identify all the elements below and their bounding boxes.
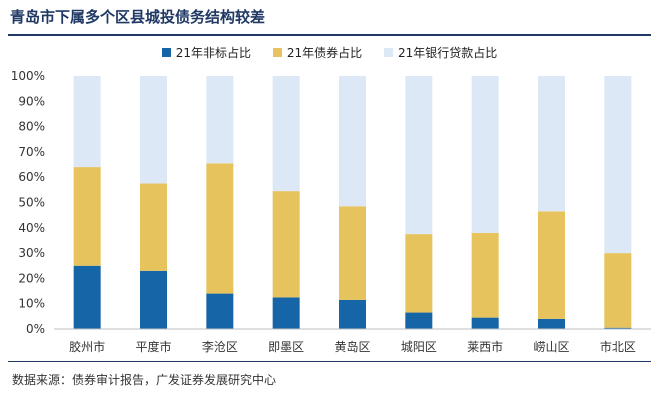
bar-segment-nonstandard	[471, 317, 499, 329]
x-tick-label: 莱西市	[467, 339, 503, 354]
bar-segment-bank-loans	[206, 76, 234, 164]
y-tick-label: 10%	[18, 297, 45, 311]
legend-swatch-bonds	[272, 48, 282, 57]
legend-swatch-bank-loans	[383, 48, 393, 57]
bar-segment-bonds	[538, 211, 565, 319]
bar-segment-nonstandard	[405, 312, 433, 329]
bar-segment-bank-loans	[339, 76, 366, 207]
y-tick-label: 100%	[11, 69, 45, 83]
bar-segment-nonstandard	[272, 297, 300, 329]
y-tick-label: 60%	[18, 170, 45, 184]
bar-segment-bonds	[73, 167, 101, 266]
legend-label-bank-loans: 21年银行贷款占比	[397, 46, 498, 60]
legend-swatch-nonstandard	[161, 48, 171, 57]
y-tick-label: 90%	[18, 94, 45, 108]
x-tick-label: 平度市	[135, 339, 171, 354]
bar-segment-bank-loans	[538, 76, 565, 212]
bar-segment-nonstandard	[73, 265, 101, 329]
bar-segment-bank-loans	[604, 76, 632, 254]
source-divider	[8, 361, 651, 362]
x-tick-label: 城阳区	[401, 340, 437, 354]
x-tick-label: 市北区	[600, 339, 636, 354]
y-tick-label: 70%	[18, 145, 45, 159]
y-tick-label: 40%	[18, 221, 45, 235]
x-tick-label: 黄岛区	[334, 339, 370, 354]
bar-segment-nonstandard	[538, 318, 565, 329]
y-tick-label: 20%	[18, 271, 45, 285]
bar-segment-bank-loans	[272, 76, 300, 192]
bar-segment-bonds	[604, 253, 632, 328]
source-note: 数据来源：债券审计报告，广发证券发展研究中心	[12, 373, 277, 387]
chart-title: 青岛市下属多个区县城投债务结构较差	[10, 8, 266, 26]
bar-segment-bonds	[471, 232, 499, 318]
y-tick-label: 0%	[26, 322, 45, 336]
bar-segment-nonstandard	[140, 270, 167, 329]
legend-item-bank-loans: 21年银行贷款占比	[383, 44, 498, 61]
x-tick-label: 胶州市	[69, 339, 105, 354]
bar-segment-bank-loans	[140, 76, 167, 184]
bar-segment-bonds	[272, 191, 300, 298]
bar-segment-bonds	[140, 183, 167, 271]
legend-label-nonstandard: 21年非标占比	[175, 46, 252, 60]
y-tick-label: 30%	[18, 246, 45, 260]
legend-item-nonstandard: 21年非标占比	[161, 44, 252, 61]
bar-segment-bank-loans	[471, 76, 499, 233]
bar-segment-nonstandard	[339, 299, 366, 329]
bar-segment-bonds	[339, 206, 366, 300]
bar-segment-bonds	[405, 234, 433, 313]
bar-segment-bank-loans	[73, 76, 101, 168]
bar-segment-nonstandard	[206, 293, 234, 329]
x-tick-label: 李沧区	[202, 339, 238, 354]
title-divider	[8, 34, 651, 36]
y-tick-label: 50%	[18, 196, 45, 210]
bar-segment-bank-loans	[405, 76, 433, 235]
x-tick-label: 崂山区	[533, 340, 569, 354]
bar-segment-bonds	[206, 163, 234, 294]
chart-legend: 21年非标占比 21年债券占比 21年银行贷款占比	[0, 44, 659, 61]
legend-item-bonds: 21年债券占比	[272, 44, 363, 61]
x-tick-label: 即墨区	[268, 340, 304, 354]
y-tick-label: 80%	[18, 120, 45, 134]
legend-label-bonds: 21年债券占比	[286, 46, 363, 60]
bar-segment-nonstandard	[604, 327, 632, 329]
